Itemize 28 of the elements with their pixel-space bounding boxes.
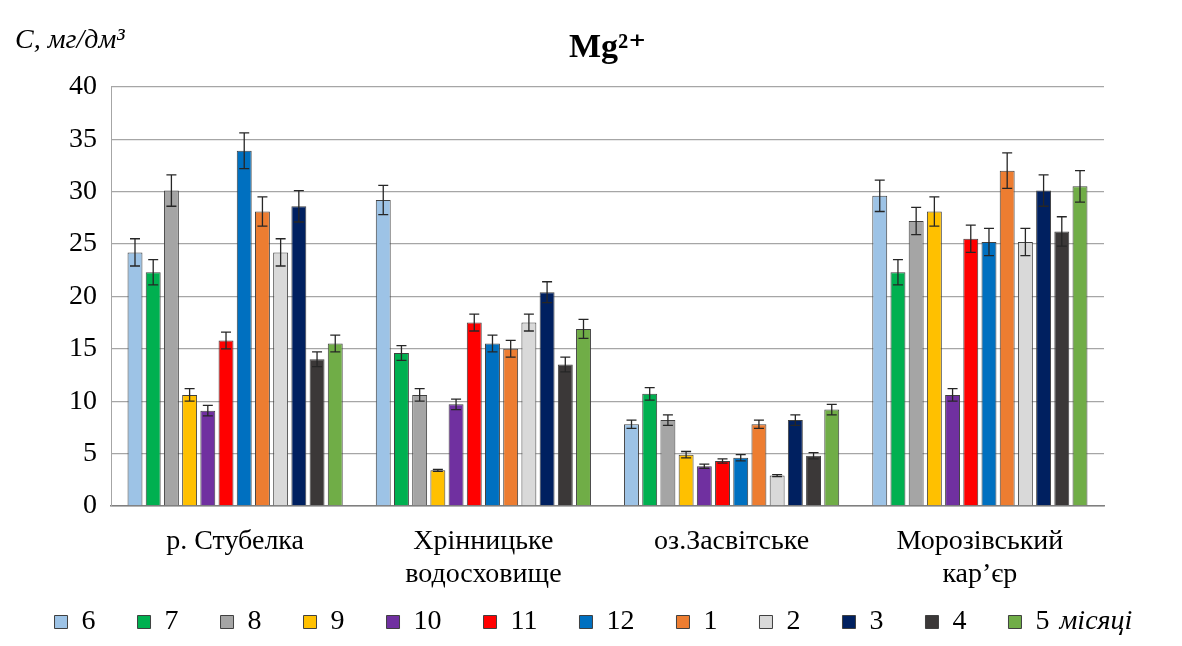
x-tick-label: оз.Засвітське <box>654 524 810 556</box>
legend-label: 8 <box>247 604 262 636</box>
y-tick-label: 35 <box>69 121 97 153</box>
y-tick-label: 0 <box>83 488 97 520</box>
y-tick-label: 5 <box>83 435 97 467</box>
legend-label: 5 <box>1035 604 1050 636</box>
x-tick-label: Хрінницьке водосховище <box>405 524 562 588</box>
legend-label: 12 <box>606 604 635 636</box>
legend-label: 4 <box>952 604 967 636</box>
y-tick-label: 25 <box>69 226 97 258</box>
x-tick-label: Морозівський кар’єр <box>896 524 1064 588</box>
legend-label: 9 <box>330 604 345 636</box>
legend-label: 3 <box>869 604 884 636</box>
y-tick-label: 15 <box>69 331 97 363</box>
y-axis-title: C, мг/дм³ <box>15 23 126 54</box>
legend-label: 6 <box>81 604 96 636</box>
chart-title: Mg²⁺ <box>568 27 647 65</box>
x-tick-label: р. Стубелка <box>166 524 305 556</box>
legend-label: 11 <box>510 604 538 636</box>
legend-label: 2 <box>786 604 801 636</box>
y-tick-label: 20 <box>69 278 97 310</box>
y-tick-label: 40 <box>69 69 97 101</box>
legend-label: 7 <box>164 604 179 636</box>
y-tick-label: 10 <box>69 383 97 415</box>
y-tick-label: 30 <box>69 173 97 205</box>
legend-label: 1 <box>703 604 718 636</box>
legend-title: місяці <box>1058 604 1133 636</box>
legend-label: 10 <box>413 604 442 636</box>
